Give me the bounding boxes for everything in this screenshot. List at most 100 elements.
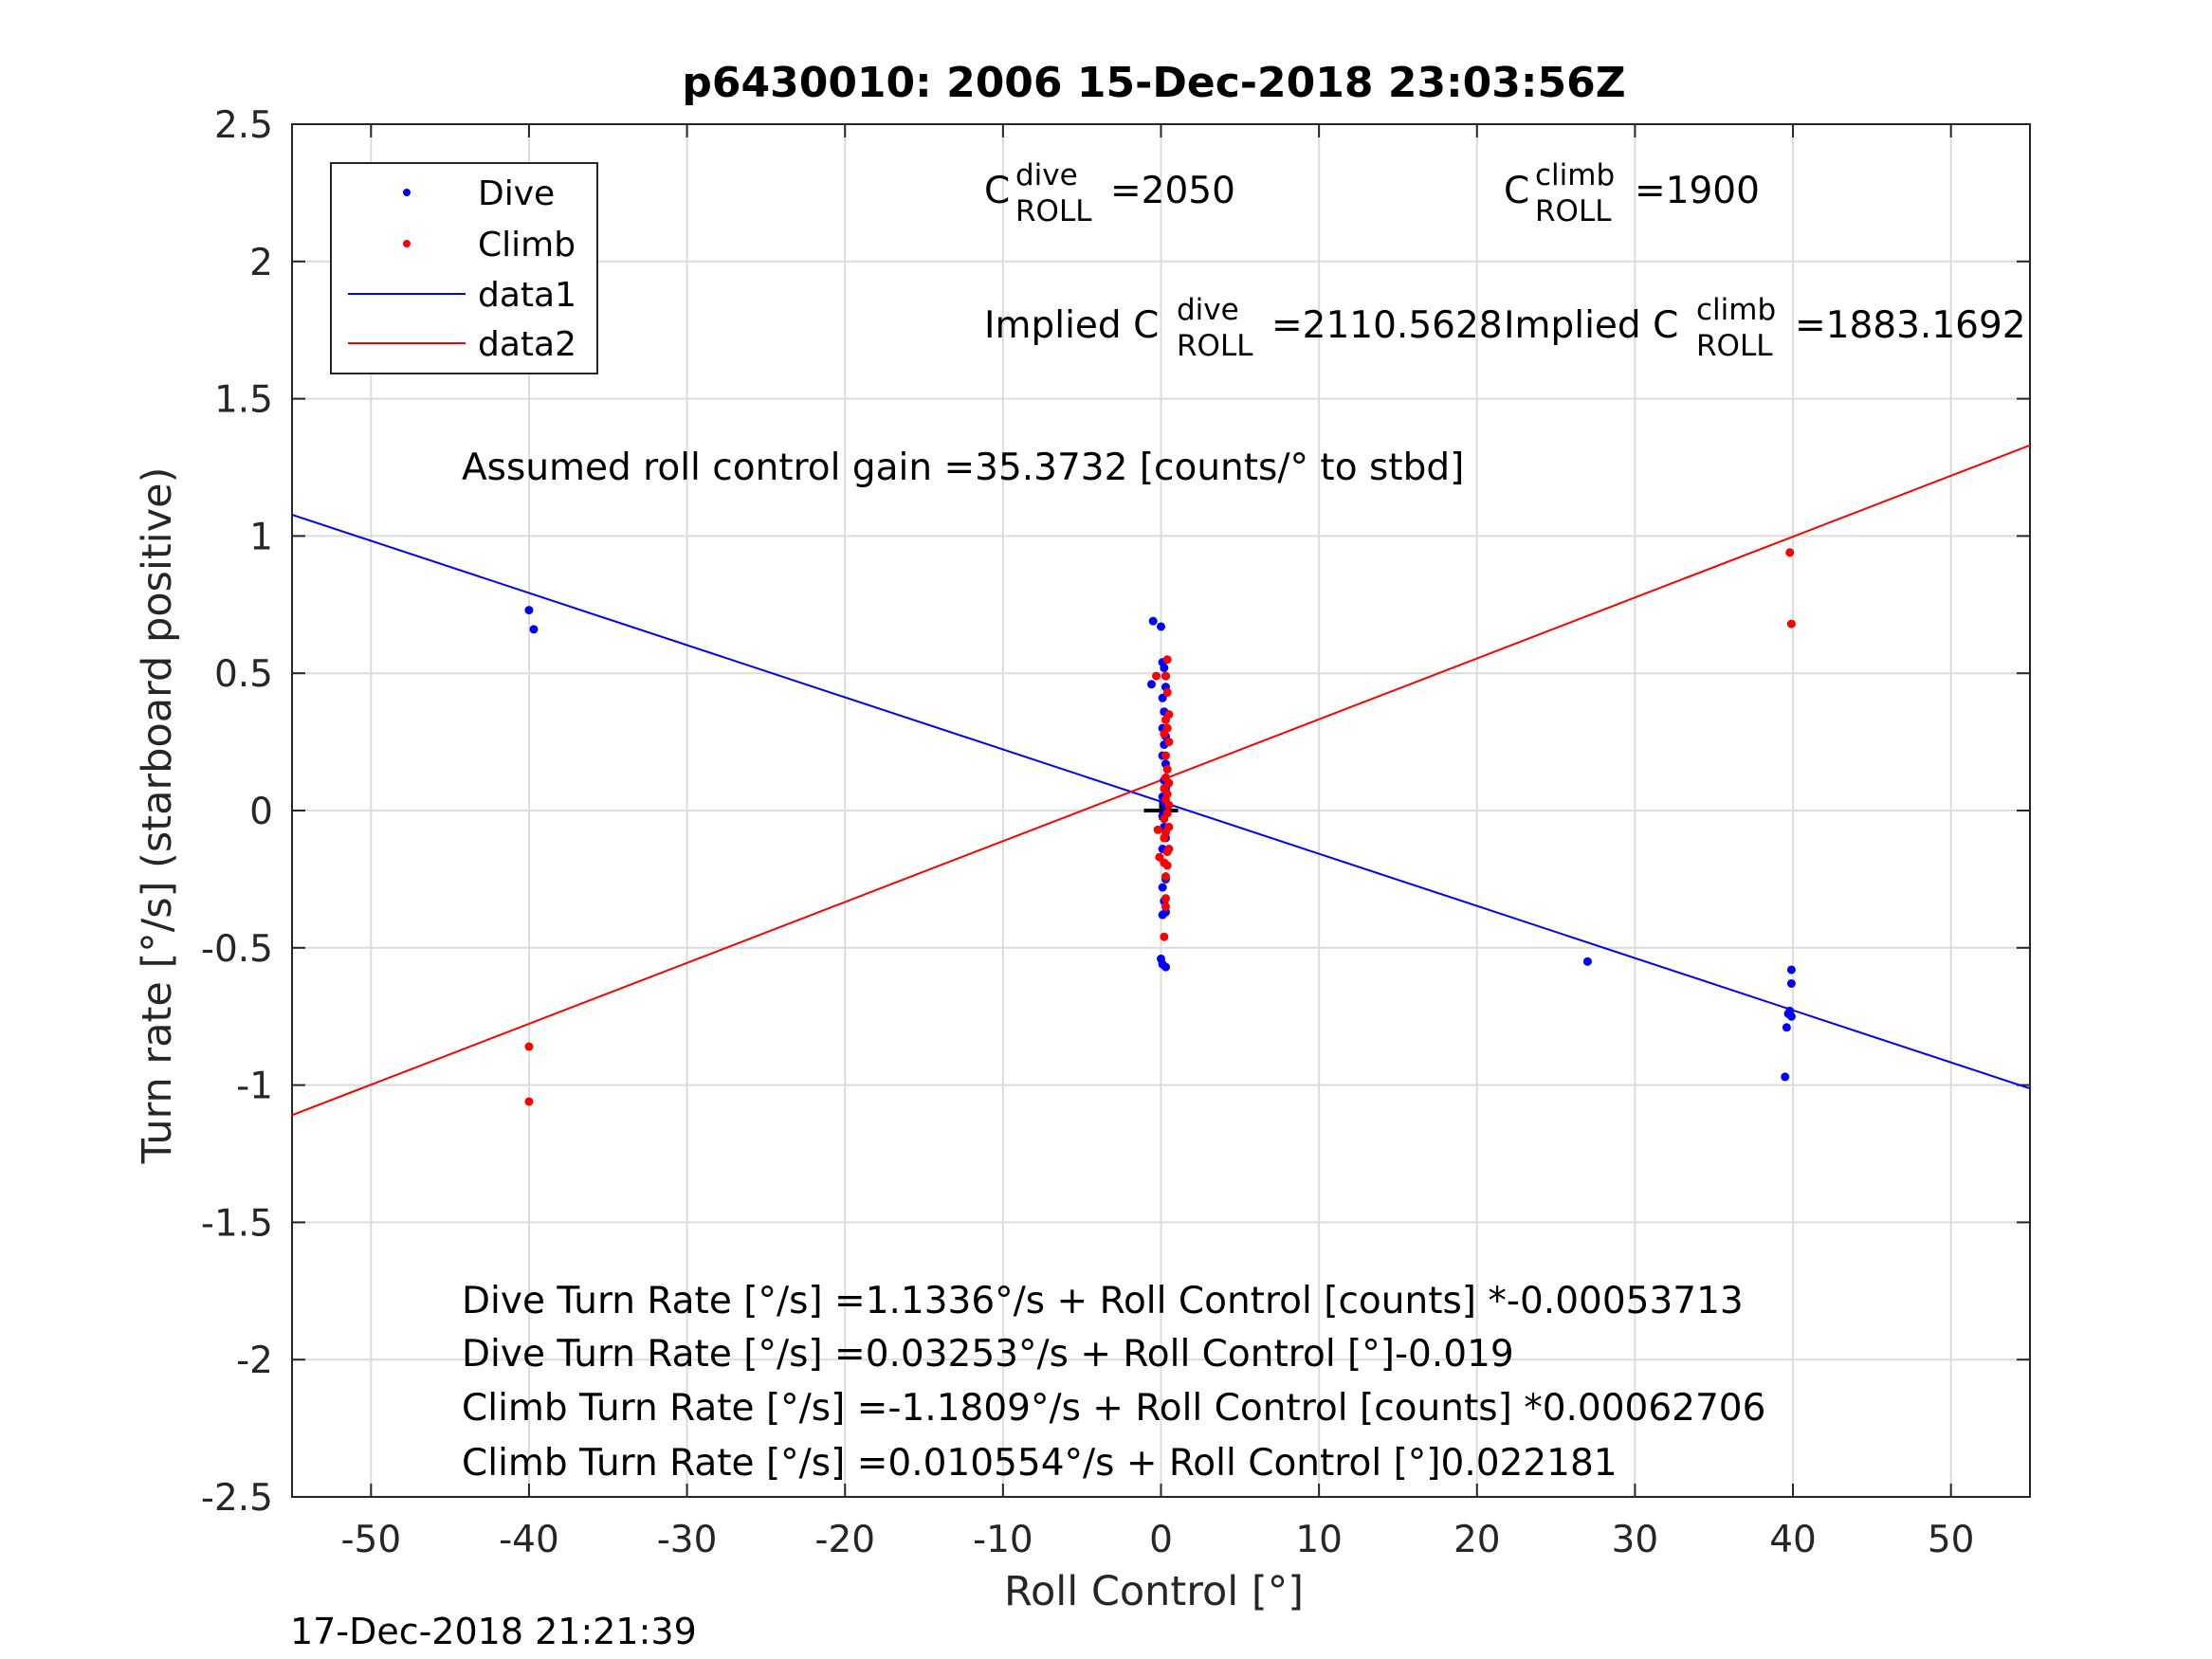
point-climb — [1162, 847, 1172, 856]
c-roll-dive-sup: dive — [1015, 158, 1078, 192]
y-tick-label: 0 — [249, 791, 273, 833]
equation-climb-degrees: Climb Turn Rate [°/s] =0.010554°/s + Rol… — [462, 1442, 1618, 1485]
point-dive — [1157, 622, 1165, 631]
point-climb — [1164, 738, 1174, 747]
point-climb — [1785, 548, 1795, 557]
point-climb — [1161, 872, 1170, 882]
point-dive — [1158, 910, 1167, 920]
y-tick-label: 2 — [249, 242, 273, 284]
series-layer — [292, 444, 2030, 1117]
x-tick-label: -10 — [973, 1519, 1033, 1561]
c-roll-climb: C climb ROLL =1900 — [1504, 158, 1760, 228]
point-climb — [1160, 729, 1169, 738]
point-climb — [1161, 715, 1170, 724]
x-tick-label: 20 — [1453, 1519, 1501, 1561]
c-roll-dive-value: =2050 — [1110, 170, 1235, 212]
implied-climb-sup: climb — [1696, 293, 1776, 327]
x-tick-label: -30 — [657, 1519, 718, 1561]
y-tick-label: -0.5 — [201, 928, 273, 971]
legend-label-dive: Dive — [478, 174, 555, 213]
axis-ticks — [292, 123, 2030, 1498]
y-tick-labels: 2.5 2 1.5 1 0.5 0 -0.5 -1 -1.5 -2 -2.5 — [201, 104, 273, 1520]
legend: Dive Climb data1 data2 — [330, 162, 598, 374]
implied-dive-sup: dive — [1177, 293, 1239, 327]
point-dive — [1782, 1023, 1791, 1032]
c-roll-climb-sub: ROLL — [1535, 194, 1612, 228]
y-axis-title: Turn rate [°/s] (starboard positive) — [134, 467, 181, 1165]
legend-marker-dive — [403, 189, 411, 196]
point-dive — [1582, 957, 1592, 966]
c-roll-climb-letter: C — [1504, 170, 1529, 212]
legend-label-climb: Climb — [478, 226, 576, 264]
c-roll-climb-value: =1900 — [1635, 170, 1760, 212]
legend-label-data2: data2 — [478, 325, 576, 364]
implied-climb-prefix: Implied C — [1504, 304, 1678, 347]
point-climb — [1160, 932, 1169, 941]
point-dive — [1786, 1012, 1796, 1021]
chart-title: p6430010: 2006 15-Dec-2018 23:03:56Z — [682, 59, 1625, 107]
point-dive — [1148, 616, 1158, 626]
x-axis-title: Roll Control [°] — [1004, 1568, 1304, 1615]
point-climb — [1153, 825, 1162, 834]
legend-marker-climb — [403, 240, 411, 247]
implied-c-roll-dive: Implied C dive ROLL =2110.5628 — [984, 293, 1503, 363]
x-tick-label: 10 — [1295, 1519, 1343, 1561]
x-tick-label: 40 — [1769, 1519, 1817, 1561]
y-tick-label: 1 — [249, 516, 273, 558]
point-climb — [1160, 814, 1169, 824]
point-dive — [1781, 1072, 1790, 1082]
y-tick-label: -2.5 — [201, 1477, 273, 1520]
equation-climb-counts: Climb Turn Rate [°/s] =-1.1809°/s + Roll… — [462, 1387, 1765, 1430]
y-tick-label: -2 — [236, 1340, 273, 1382]
y-tick-label: -1 — [236, 1066, 273, 1108]
point-climb — [1786, 619, 1796, 629]
point-climb — [1162, 655, 1172, 665]
c-roll-dive: C dive ROLL =2050 — [984, 158, 1235, 228]
point-climb — [1162, 765, 1172, 775]
point-climb — [1161, 894, 1170, 903]
point-climb — [1161, 902, 1170, 911]
c-roll-dive-sub: ROLL — [1015, 194, 1092, 228]
y-tick-label: 0.5 — [214, 653, 273, 696]
implied-climb-value: =1883.1692 — [1795, 304, 2026, 347]
x-tick-label: -20 — [814, 1519, 875, 1561]
point-dive — [524, 606, 534, 615]
footer-timestamp: 17-Dec-2018 21:21:39 — [290, 1611, 697, 1652]
point-climb — [1162, 861, 1172, 870]
point-dive — [1147, 680, 1157, 689]
point-dive — [1161, 962, 1170, 972]
x-tick-label: 0 — [1149, 1519, 1173, 1561]
point-dive — [1786, 965, 1796, 975]
c-roll-climb-sup: climb — [1535, 158, 1615, 192]
c-roll-dive-letter: C — [984, 170, 1010, 212]
point-climb — [1162, 687, 1172, 697]
point-climb — [1161, 671, 1170, 681]
point-climb — [1160, 833, 1169, 843]
point-dive — [1158, 883, 1167, 892]
x-tick-label: -50 — [340, 1519, 401, 1561]
point-climb — [1152, 671, 1161, 681]
legend-box — [330, 162, 598, 374]
x-tick-label: 30 — [1612, 1519, 1659, 1561]
equation-dive-degrees: Dive Turn Rate [°/s] =0.03253°/s + Roll … — [462, 1333, 1514, 1376]
implied-c-roll-climb: Implied C climb ROLL =1883.1692 — [1504, 293, 2026, 363]
y-tick-label: 1.5 — [214, 379, 273, 422]
point-dive — [529, 625, 539, 634]
y-tick-label: 2.5 — [214, 104, 273, 147]
x-tick-label: 50 — [1928, 1519, 1975, 1561]
point-dive — [1160, 663, 1169, 672]
x-tick-label: -40 — [499, 1519, 559, 1561]
implied-dive-value: =2110.5628 — [1271, 304, 1503, 347]
x-tick-labels: -50 -40 -30 -20 -10 0 10 20 30 40 50 — [340, 1519, 1974, 1561]
implied-dive-sub: ROLL — [1177, 329, 1253, 363]
implied-dive-prefix: Implied C — [984, 304, 1159, 347]
legend-label-data1: data1 — [478, 276, 576, 315]
y-tick-label: -1.5 — [201, 1202, 273, 1245]
equation-dive-counts: Dive Turn Rate [°/s] =1.1336°/s + Roll C… — [462, 1280, 1744, 1322]
point-climb — [1161, 751, 1170, 760]
point-climb — [1164, 800, 1174, 810]
point-climb — [524, 1042, 534, 1051]
implied-climb-sub: ROLL — [1696, 329, 1773, 363]
point-dive — [1786, 978, 1796, 988]
